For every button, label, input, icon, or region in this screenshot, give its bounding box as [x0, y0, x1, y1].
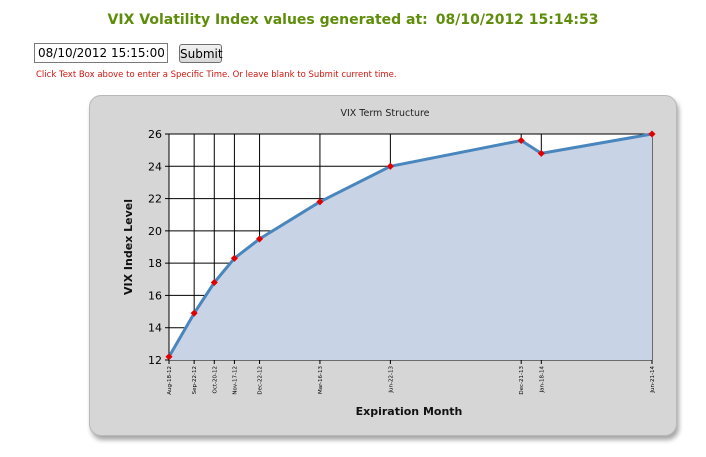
x-tick-label: Aug-18-12 [167, 366, 173, 395]
y-tick-label: 26 [148, 128, 162, 141]
x-tick-label: Jun-21-14 [650, 366, 656, 394]
y-tick-label: 18 [148, 257, 162, 270]
data-point [386, 162, 394, 170]
data-point [256, 235, 264, 243]
x-tick-label: Oct-20-12 [212, 366, 218, 393]
x-tick-label: Dec-21-13 [519, 365, 525, 394]
y-axis-label: VIX Index Level [122, 199, 135, 295]
y-tick-label: 14 [148, 322, 162, 335]
chart-title: VIX Term Structure [340, 108, 429, 119]
y-tick-label: 12 [148, 354, 162, 367]
x-tick-label: Jan-18-14 [539, 366, 545, 394]
vix-term-structure-chart: VIX Term Structure 12 14 16 18 20 22 24 26 Aug-… [122, 108, 656, 418]
area-fill [169, 134, 652, 360]
submit-button[interactable]: Submit [179, 44, 223, 63]
y-tick-labels: 12 14 16 18 20 22 24 26 [148, 128, 169, 367]
series-area [169, 134, 652, 360]
page-heading: VIX Volatility Index values generated at… [0, 12, 706, 28]
heading-title: VIX Volatility Index values generated at… [107, 12, 428, 28]
data-point [537, 149, 545, 157]
x-tick-label: Nov-17-12 [232, 366, 238, 395]
x-tick-label: Sep-22-12 [192, 366, 198, 394]
x-tick-label: Dec-22-12 [258, 366, 264, 395]
y-tick-label: 24 [148, 160, 162, 173]
data-point [210, 278, 218, 287]
x-tick-label: Jun-22-13 [388, 366, 394, 394]
y-tick-label: 22 [148, 193, 162, 206]
data-point [190, 309, 198, 317]
y-tick-label: 20 [148, 225, 162, 238]
generated-timestamp: 08/10/2012 15:14:53 [435, 12, 599, 28]
data-point [517, 136, 525, 144]
x-axis-label: Expiration Month [356, 405, 463, 418]
hint-text: Click Text Box above to enter a Specific… [36, 70, 397, 80]
data-point [316, 198, 324, 206]
chart-panel: VIX Term Structure 12 14 16 18 20 22 24 26 Aug-… [89, 95, 677, 436]
data-point [165, 353, 173, 361]
y-tick-label: 16 [148, 289, 162, 302]
x-tick-labels: Aug-18-12 Sep-22-12 Oct-20-12 Nov-17-12 Dec-… [167, 360, 656, 395]
time-input[interactable] [34, 43, 168, 63]
data-point [648, 130, 656, 138]
series-polyline [167, 132, 653, 358]
data-markers [165, 130, 656, 361]
series-line [167, 132, 653, 358]
data-point [230, 254, 238, 262]
x-tick-label: Mar-16-13 [318, 366, 324, 394]
